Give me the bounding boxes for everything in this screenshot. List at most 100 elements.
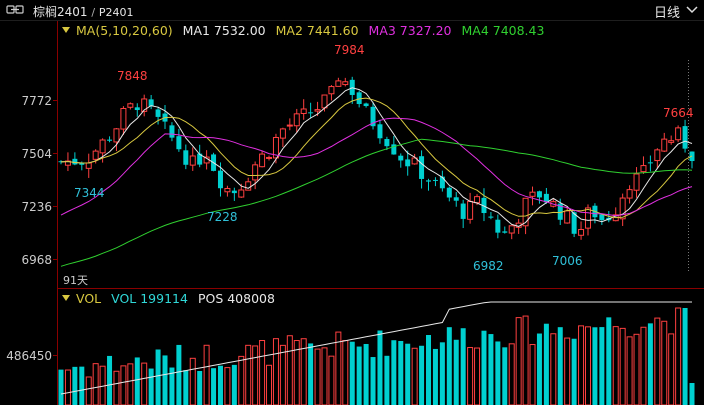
price-legend: MA(5,10,20,60) MA1 7532.00 MA2 7441.60 M… xyxy=(62,23,550,38)
ma1-line xyxy=(60,87,693,227)
candle-body xyxy=(238,189,245,198)
volume-bar xyxy=(189,357,196,405)
volume-bar xyxy=(183,370,189,405)
price-tick-label: 6968 xyxy=(21,253,52,267)
volume-bar xyxy=(508,343,515,405)
pos-value: POS 408008 xyxy=(197,291,275,306)
volume-bar xyxy=(391,340,397,405)
volume-bar xyxy=(155,349,161,405)
volume-bar xyxy=(571,338,577,405)
candle-body xyxy=(467,200,474,220)
candle-body xyxy=(398,155,404,161)
candle-body xyxy=(391,144,397,155)
candle-body xyxy=(419,156,425,179)
ma-label: MA(5,10,20,60) xyxy=(76,23,173,38)
candle-body xyxy=(578,228,585,236)
volume-bar xyxy=(113,370,120,405)
ma-lines-group xyxy=(60,87,693,267)
volume-bar xyxy=(647,323,653,405)
candle-body xyxy=(411,157,418,165)
candle-body xyxy=(300,108,307,114)
volume-bar xyxy=(203,344,210,405)
vol-legend-triangle-icon[interactable] xyxy=(62,295,70,301)
candle-body xyxy=(321,94,328,109)
volume-bar xyxy=(557,327,563,405)
vol-legend: VOL VOL 199114 POS 408008 xyxy=(62,291,281,306)
candle-body xyxy=(564,210,571,224)
volume-bar xyxy=(363,343,369,405)
volume-bar xyxy=(72,366,78,405)
candle-body xyxy=(79,163,85,165)
volume-bar xyxy=(640,326,647,405)
ma4-line xyxy=(60,138,693,267)
volume-bar xyxy=(79,366,85,405)
volume-bar xyxy=(495,341,501,405)
chevron-down-icon[interactable] xyxy=(686,6,698,14)
candle-body xyxy=(279,128,286,139)
volume-bar xyxy=(584,326,591,405)
volume-bar xyxy=(426,334,432,405)
volume-bar xyxy=(481,330,487,405)
low-annotation: 7006 xyxy=(552,254,583,268)
price-tick-label: 7772 xyxy=(21,94,52,108)
candle-body xyxy=(120,107,127,130)
candle-body xyxy=(99,139,106,154)
ma2-value: MA2 7441.60 xyxy=(275,23,359,38)
volume-bars-group xyxy=(58,301,695,405)
contract-title[interactable]: 棕榈2401 / P2401 xyxy=(33,3,134,20)
volume-bar xyxy=(529,344,536,405)
candle-body xyxy=(488,216,494,218)
candle-body xyxy=(107,139,113,141)
candle-body xyxy=(647,162,653,164)
volume-bar xyxy=(211,368,217,405)
volume-axis: 486450 xyxy=(6,349,57,363)
volume-bar xyxy=(432,348,438,405)
candle-body xyxy=(293,113,300,127)
volume-bar xyxy=(599,327,605,405)
ma4-value: MA4 7408.43 xyxy=(461,23,545,38)
price-annotations: 7848 7984 7664 7344 7228 6982 7006 xyxy=(74,43,694,273)
candle-body xyxy=(405,159,411,167)
link-icon[interactable] xyxy=(6,4,24,15)
candle-body xyxy=(446,187,452,198)
price-tick-label: 7504 xyxy=(21,147,52,161)
candle-body xyxy=(439,176,445,189)
volume-bar xyxy=(689,383,695,405)
volume-bar xyxy=(543,323,549,405)
volume-bar xyxy=(120,365,127,405)
candle-body xyxy=(495,219,501,233)
candle-body xyxy=(189,155,196,166)
price-axis: 7772 7504 7236 6968 xyxy=(21,94,57,267)
candle-body xyxy=(224,187,231,193)
high-annotation: 7984 xyxy=(334,43,365,57)
candle-body xyxy=(481,197,487,214)
candle-body xyxy=(328,86,335,95)
volume-bar xyxy=(661,320,668,405)
volume-bar xyxy=(342,340,349,405)
legend-triangle-icon[interactable] xyxy=(62,27,70,33)
symbol-name: 棕榈2401 xyxy=(33,5,88,19)
volume-bar xyxy=(398,340,404,405)
span-label: 91天 xyxy=(63,274,88,287)
volume-bar xyxy=(488,334,494,405)
candle-body xyxy=(183,150,189,165)
candle-body xyxy=(626,189,633,199)
candle-body xyxy=(640,165,647,173)
candle-body xyxy=(654,149,661,162)
volume-bar xyxy=(474,347,481,405)
volume-bar xyxy=(85,376,92,405)
candle-body xyxy=(377,124,383,139)
volume-bar xyxy=(453,339,459,405)
ma2-line xyxy=(60,97,693,219)
ma3-line xyxy=(60,117,693,217)
volume-bar xyxy=(411,347,418,405)
period-selector[interactable]: 日线 xyxy=(653,6,680,21)
volume-bar xyxy=(259,340,266,405)
volume-bar xyxy=(134,357,140,405)
candle-body xyxy=(92,150,99,160)
volume-bar xyxy=(370,357,376,405)
volume-bar xyxy=(377,330,383,405)
low-annotation: 7344 xyxy=(74,186,105,200)
candle-body xyxy=(536,191,542,198)
